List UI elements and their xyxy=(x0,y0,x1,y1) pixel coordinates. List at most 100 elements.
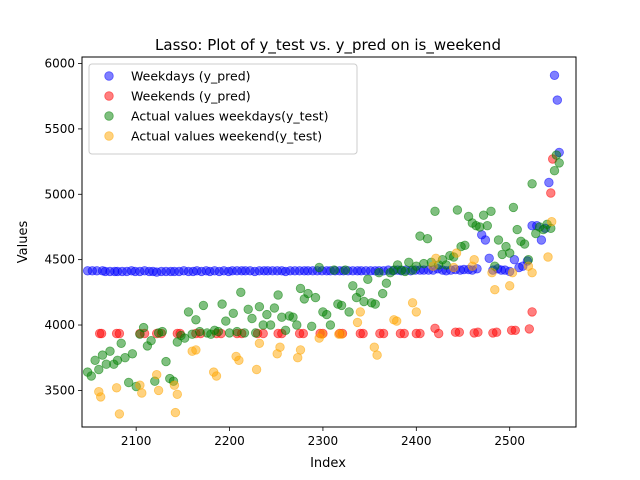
data-point xyxy=(135,380,145,390)
data-point xyxy=(454,327,465,337)
y-tick-label: 5000 xyxy=(44,187,75,201)
series-3 xyxy=(82,150,564,392)
data-point xyxy=(170,407,181,418)
x-tick-label: 2200 xyxy=(214,434,245,448)
data-point xyxy=(217,299,227,309)
data-point xyxy=(505,281,515,291)
data-point xyxy=(247,313,257,324)
axes-frame xyxy=(81,56,577,428)
data-point xyxy=(490,285,500,295)
data-point xyxy=(493,235,504,245)
data-point xyxy=(487,268,497,278)
data-point xyxy=(317,329,327,339)
data-point xyxy=(275,342,285,352)
data-point xyxy=(111,383,122,393)
y-tick-label: 6000 xyxy=(44,57,75,71)
data-point xyxy=(527,179,537,189)
data-point xyxy=(325,320,336,330)
data-point xyxy=(428,261,438,271)
y-axis: 3500 4000 4500 5000 5500 6000 xyxy=(44,57,82,397)
data-point xyxy=(96,328,107,339)
data-point xyxy=(314,262,324,273)
data-point xyxy=(407,298,418,308)
data-point xyxy=(179,333,190,343)
legend-label: Weekdays (y_pred) xyxy=(131,69,251,84)
data-point xyxy=(352,317,363,328)
data-point xyxy=(157,326,168,337)
data-point xyxy=(213,326,224,337)
legend-marker xyxy=(104,71,114,81)
x-axis: 2100 2200 2300 2400 2500 xyxy=(121,427,525,448)
data-point xyxy=(451,248,462,258)
data-point xyxy=(552,95,563,105)
data-point xyxy=(183,307,194,317)
data-point xyxy=(355,307,366,317)
data-point xyxy=(527,268,537,278)
legend-box xyxy=(88,63,358,155)
data-point xyxy=(536,235,547,245)
legend-label: Actual values weekdays(y_test) xyxy=(131,109,329,124)
data-point xyxy=(254,302,265,312)
data-point xyxy=(512,224,522,235)
data-point xyxy=(310,292,321,303)
data-point xyxy=(449,262,459,273)
data-point xyxy=(86,371,97,381)
data-point xyxy=(239,328,250,338)
data-point xyxy=(484,253,494,263)
data-point xyxy=(399,328,409,339)
y-tick-label: 5500 xyxy=(44,122,75,136)
data-point xyxy=(544,177,554,188)
legend-marker xyxy=(104,131,114,141)
data-point xyxy=(273,290,283,300)
data-point xyxy=(543,252,553,262)
data-point xyxy=(480,235,491,245)
data-point xyxy=(262,309,272,320)
data-point xyxy=(243,304,253,315)
data-point xyxy=(551,150,562,160)
data-point xyxy=(138,322,149,333)
data-point xyxy=(348,281,358,291)
data-point xyxy=(265,320,276,330)
data-point xyxy=(151,370,162,380)
data-point xyxy=(293,353,303,363)
x-tick-label: 2500 xyxy=(494,434,525,448)
data-point xyxy=(510,325,521,336)
legend: Weekdays (y_pred) Weekends (y_pred) Actual… xyxy=(88,63,358,155)
data-point xyxy=(527,307,537,317)
data-point xyxy=(269,303,280,313)
data-point xyxy=(236,287,246,298)
data-point xyxy=(280,325,291,336)
data-point xyxy=(336,300,347,311)
data-point xyxy=(120,353,130,363)
data-point xyxy=(322,309,332,320)
data-point xyxy=(355,287,366,298)
data-point xyxy=(452,205,463,215)
data-point xyxy=(369,342,380,352)
data-point xyxy=(211,371,222,381)
data-point xyxy=(509,255,520,265)
data-point xyxy=(94,364,104,375)
series-4 xyxy=(94,216,557,419)
data-point xyxy=(524,324,535,334)
data-point xyxy=(228,308,239,319)
legend-label: Actual values weekend(y_test) xyxy=(131,129,322,144)
data-point xyxy=(519,239,530,249)
data-point xyxy=(430,206,440,217)
data-point xyxy=(340,265,351,275)
data-point xyxy=(507,268,518,278)
data-point xyxy=(114,409,125,419)
data-point xyxy=(370,299,380,309)
data-point xyxy=(378,288,388,299)
data-point xyxy=(549,165,560,176)
data-point xyxy=(234,355,244,366)
y-tick-label: 4500 xyxy=(44,253,75,267)
data-point xyxy=(546,188,556,198)
data-point xyxy=(221,316,231,326)
data-point xyxy=(508,202,519,213)
data-point xyxy=(547,216,557,227)
data-point xyxy=(303,288,313,299)
points-layer xyxy=(82,70,564,419)
data-point xyxy=(250,328,261,338)
legend-marker xyxy=(104,91,114,101)
data-point xyxy=(392,316,402,326)
